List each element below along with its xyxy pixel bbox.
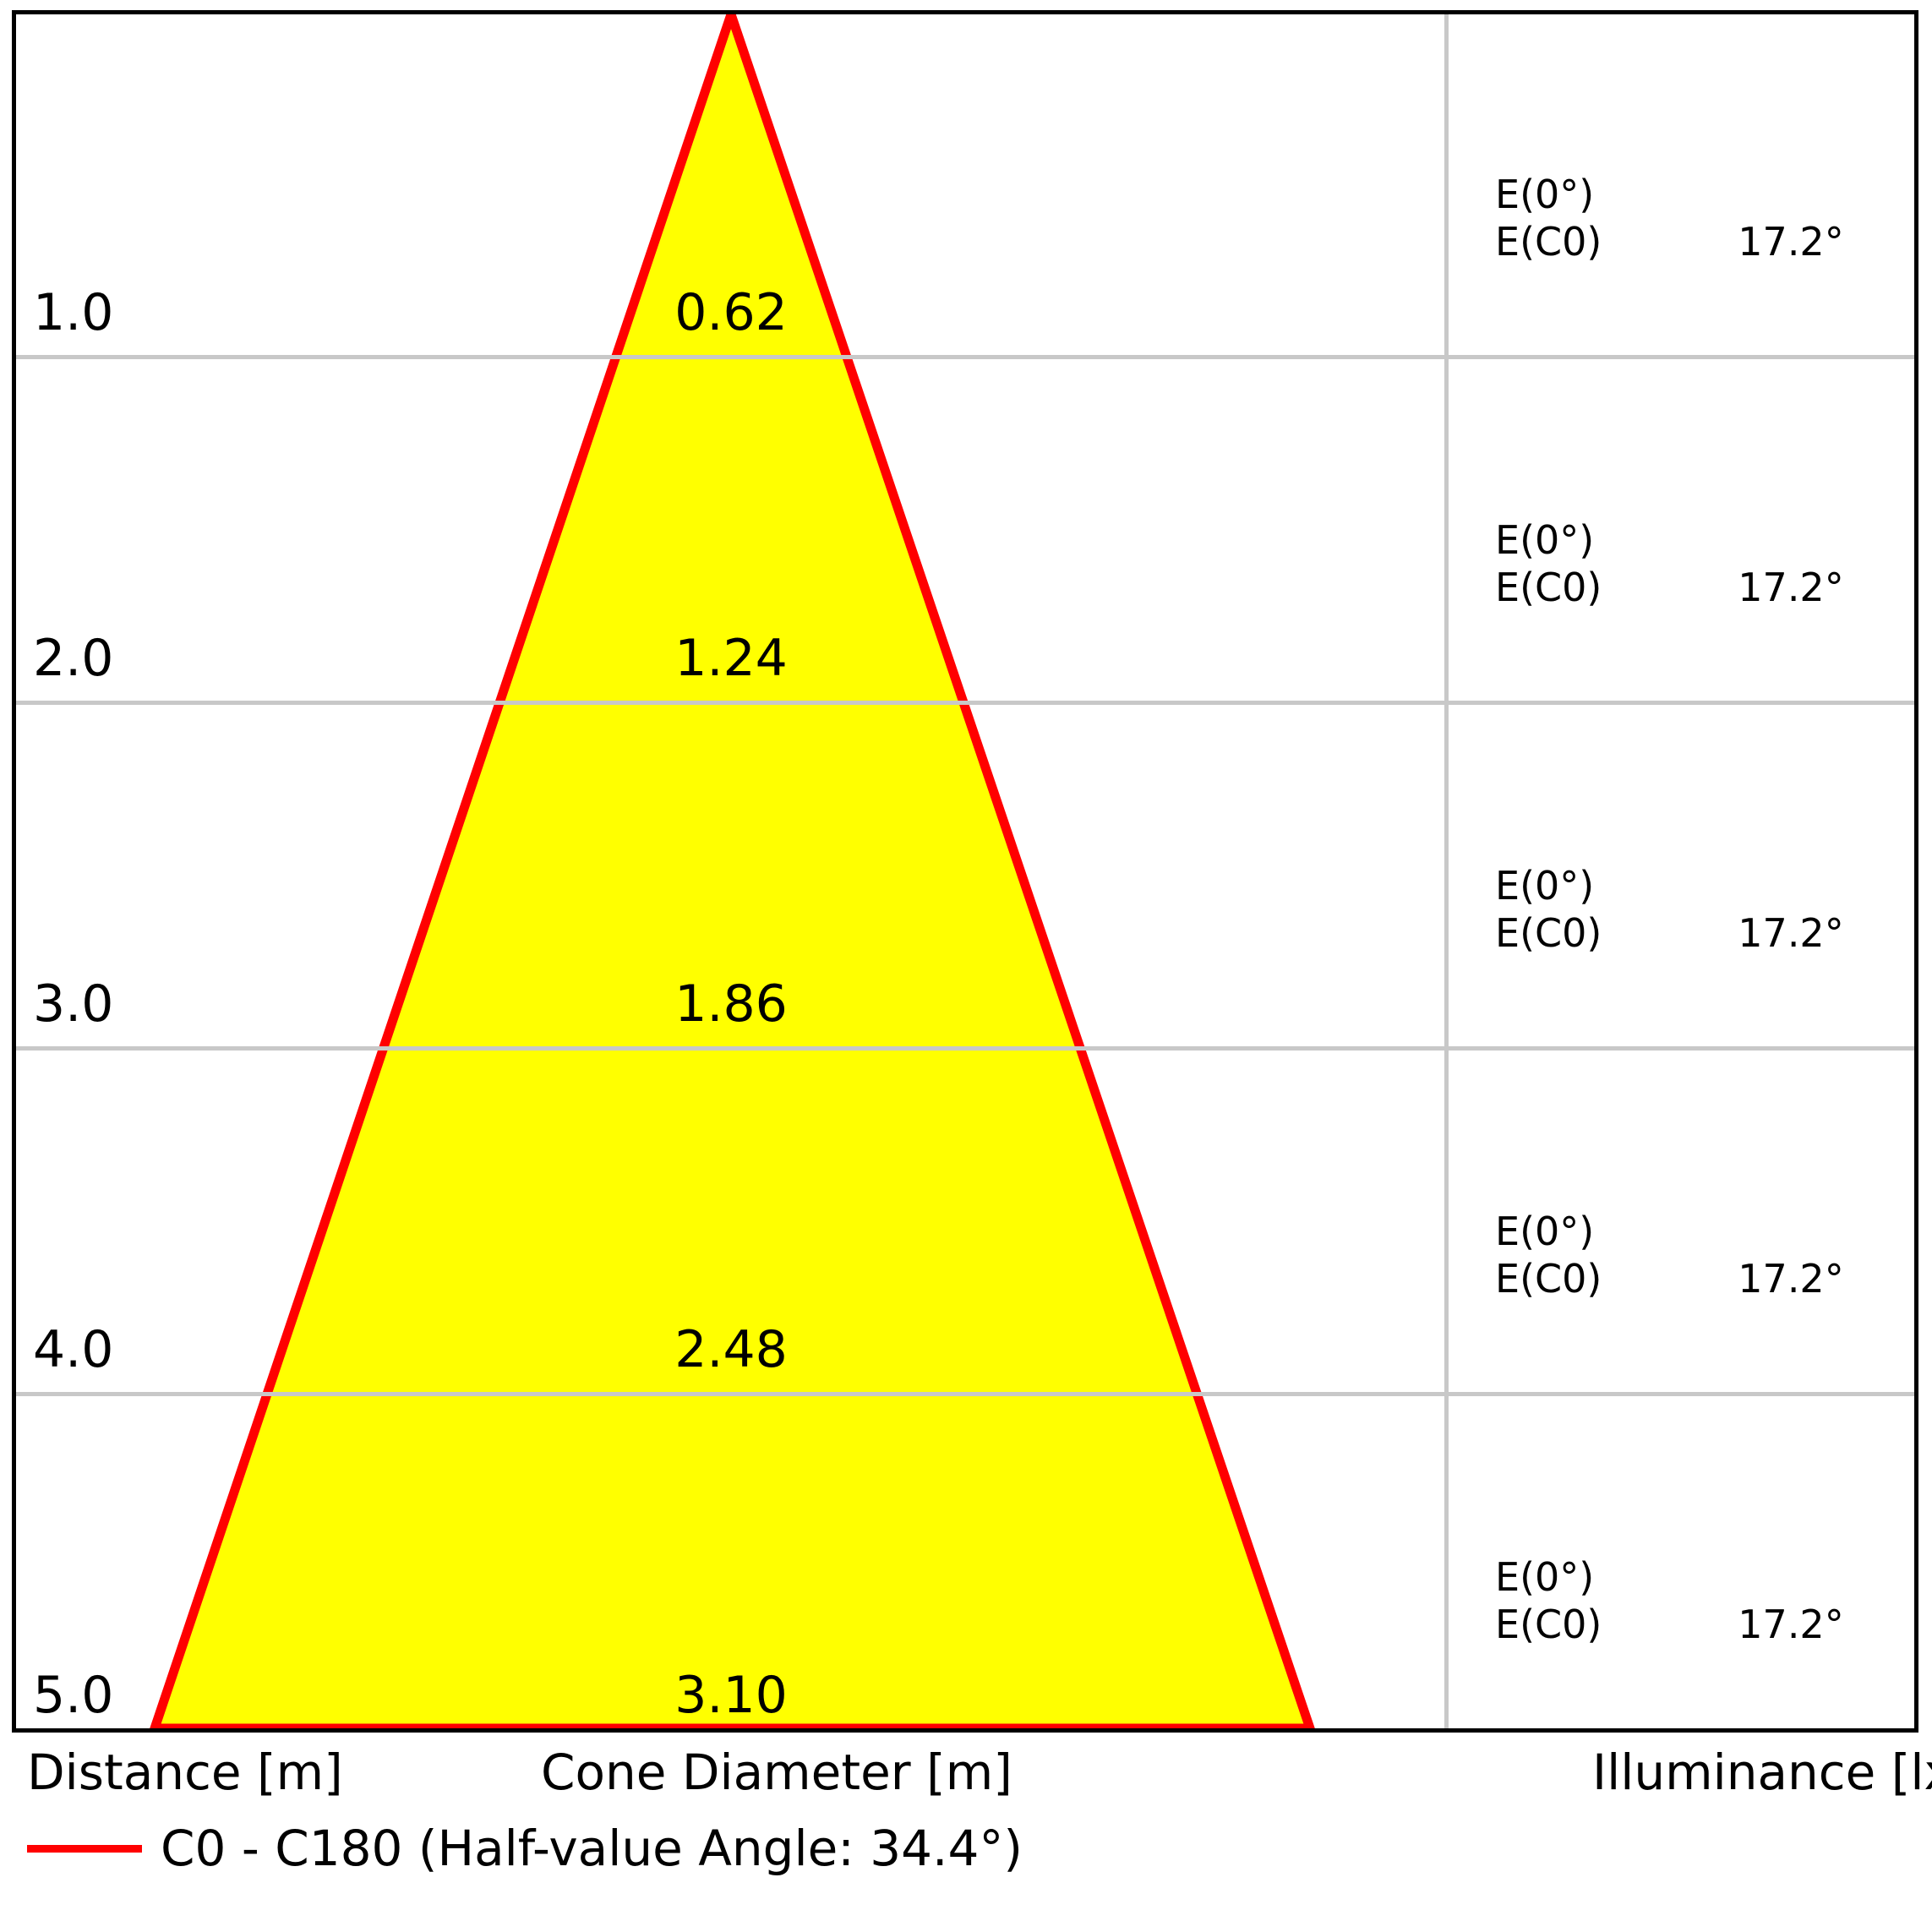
- illuminance-row-e0: E(0°) 1470: [1495, 171, 1914, 218]
- illuminance-block-1: E(0°) 1470 E(C0) 17.2° 644: [1495, 171, 1914, 265]
- illuminance-key-ec0: E(C0): [1495, 1602, 1602, 1647]
- illuminance-value-e0: 1470: [1884, 171, 1914, 218]
- illuminance-angle-ec0: 17.2°: [1738, 1602, 1844, 1647]
- beam-cone-polygon: [150, 14, 1315, 1728]
- distance-label-3: 3.0: [33, 974, 114, 1034]
- cone-diameter-label-4: 2.48: [674, 1320, 788, 1379]
- gridline-distance-2: [16, 701, 1914, 705]
- legend-line-swatch-c0-c180: [27, 1844, 142, 1853]
- illuminance-angle-ec0: 17.2°: [1738, 219, 1844, 265]
- axis-captions: Distance [m] Cone Diameter [m] Illuminan…: [0, 1743, 1932, 1805]
- illuminance-row-e0: E(0°) 59: [1495, 1553, 1914, 1601]
- gridline-table-divider: [1444, 14, 1449, 1728]
- illuminance-value-ec0: 26: [1884, 1601, 1914, 1648]
- axis-label-illuminance: Illuminance [lx]: [1592, 1744, 1932, 1801]
- illuminance-block-2: E(0°) 368 E(C0) 17.2° 161: [1495, 516, 1914, 611]
- illuminance-value-ec0: 161: [1884, 564, 1914, 611]
- illuminance-row-ec0: E(C0) 17.2° 26: [1495, 1601, 1914, 1648]
- distance-label-5: 5.0: [33, 1666, 114, 1725]
- illuminance-row-ec0: E(C0) 17.2° 161: [1495, 564, 1914, 611]
- illuminance-row-ec0: E(C0) 17.2° 40: [1495, 1255, 1914, 1302]
- illuminance-key-e0: E(0°): [1495, 1554, 1595, 1600]
- illuminance-row-e0: E(0°) 368: [1495, 516, 1914, 564]
- cone-diameter-label-3: 1.86: [674, 974, 788, 1034]
- illuminance-key-e0: E(0°): [1495, 172, 1595, 217]
- cone-diameter-label-1: 0.62: [674, 283, 788, 342]
- illuminance-row-e0: E(0°) 163: [1495, 862, 1914, 909]
- illuminance-key-e0: E(0°): [1495, 517, 1595, 563]
- gridline-distance-3: [16, 1046, 1914, 1051]
- distance-label-2: 2.0: [33, 629, 114, 688]
- illuminance-angle-ec0: 17.2°: [1738, 910, 1844, 956]
- gridline-distance-1: [16, 355, 1914, 359]
- illuminance-row-ec0: E(C0) 17.2° 72: [1495, 909, 1914, 957]
- illuminance-value-ec0: 72: [1884, 909, 1914, 957]
- legend: C0 - C180 (Half-value Angle: 34.4°): [27, 1819, 1023, 1878]
- plot-inner: 1.0 2.0 3.0 4.0 5.0 0.62 1.24 1.86 2.48 …: [16, 14, 1914, 1728]
- illuminance-row-ec0: E(C0) 17.2° 644: [1495, 218, 1914, 265]
- illuminance-key-ec0: E(C0): [1495, 565, 1602, 610]
- distance-label-4: 4.0: [33, 1320, 114, 1379]
- illuminance-value-ec0: 40: [1884, 1255, 1914, 1302]
- illuminance-key-e0: E(0°): [1495, 1209, 1595, 1254]
- illuminance-key-ec0: E(C0): [1495, 1256, 1602, 1302]
- axis-label-distance: Distance [m]: [27, 1744, 343, 1801]
- beam-cone-graphic: [150, 14, 1315, 1728]
- illuminance-key-ec0: E(C0): [1495, 219, 1602, 265]
- distance-label-1: 1.0: [33, 283, 114, 342]
- illuminance-block-4: E(0°) 92 E(C0) 17.2° 40: [1495, 1208, 1914, 1302]
- axis-label-cone-diameter: Cone Diameter [m]: [541, 1744, 1012, 1801]
- cone-diameter-label-2: 1.24: [674, 629, 788, 688]
- illuminance-block-3: E(0°) 163 E(C0) 17.2° 72: [1495, 862, 1914, 957]
- illuminance-value-e0: 92: [1884, 1208, 1914, 1255]
- legend-label-c0-c180: C0 - C180 (Half-value Angle: 34.4°): [161, 1820, 1023, 1877]
- cone-diameter-label-5: 3.10: [674, 1666, 788, 1725]
- illuminance-angle-ec0: 17.2°: [1738, 1256, 1844, 1302]
- illuminance-block-5: E(0°) 59 E(C0) 17.2° 26: [1495, 1553, 1914, 1648]
- gridline-distance-4: [16, 1392, 1914, 1396]
- illuminance-value-e0: 163: [1884, 862, 1914, 909]
- illuminance-value-ec0: 644: [1884, 218, 1914, 265]
- illuminance-value-e0: 59: [1884, 1553, 1914, 1601]
- illuminance-key-e0: E(0°): [1495, 863, 1595, 909]
- illuminance-value-e0: 368: [1884, 516, 1914, 564]
- illuminance-row-e0: E(0°) 92: [1495, 1208, 1914, 1255]
- plot-frame: 1.0 2.0 3.0 4.0 5.0 0.62 1.24 1.86 2.48 …: [12, 10, 1918, 1733]
- illuminance-key-ec0: E(C0): [1495, 910, 1602, 956]
- illuminance-angle-ec0: 17.2°: [1738, 565, 1844, 610]
